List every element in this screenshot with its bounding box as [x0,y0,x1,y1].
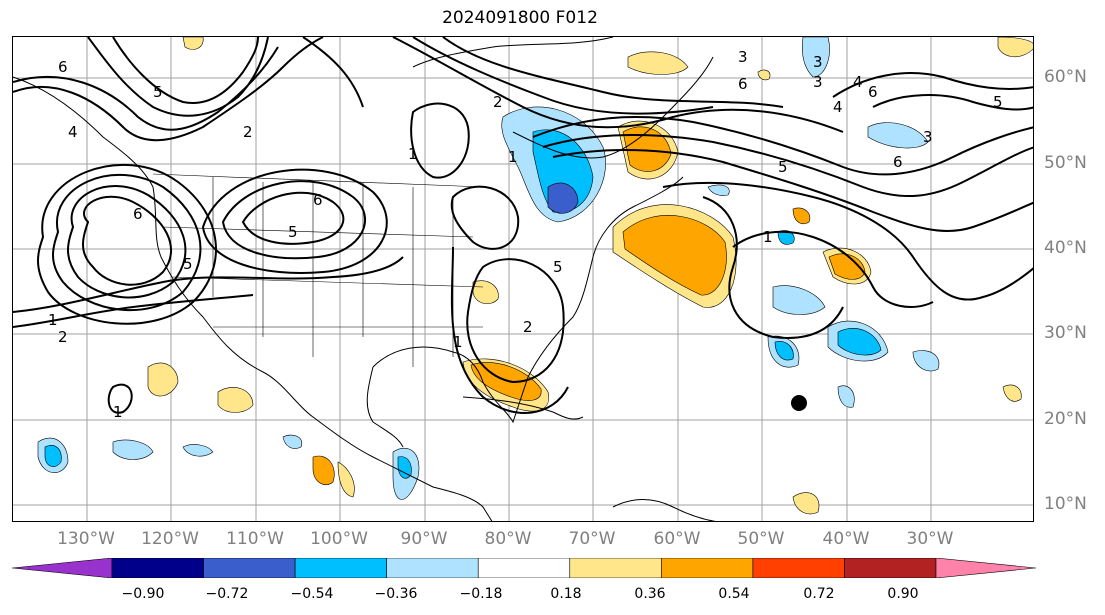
contour-labels: 1 2 6 5 4 2 6 5 6 1 2 1 5 3 4 6 5 6 3 4 … [48,48,1003,421]
lon-label: 130°W [57,529,115,549]
anomaly-shading [37,37,1033,515]
contour-label: 6 [133,205,143,223]
map-title: 2024091800 F012 [442,8,598,28]
contour-label: 2 [523,318,533,336]
contour-label: 1 [508,148,518,166]
contour-label: 1 [113,403,123,421]
contour-label: 2 [493,93,503,111]
colorbar-segment [203,558,296,578]
colorbar-tick-label: −0.18 [459,586,503,602]
map-svg: 1 2 6 5 4 2 6 5 6 1 2 1 5 3 4 6 5 6 3 4 … [13,37,1033,521]
lon-label: 50°W [737,529,785,549]
colorbar-segment [661,558,754,578]
contour-label: 5 [778,158,788,176]
height-contours [13,37,1033,414]
colorbar-tick-label: 0.90 [887,586,919,602]
contour-label: 4 [833,98,843,116]
lon-label: 120°W [141,529,199,549]
colorbar-segment [752,558,845,578]
contour-label: 3 [923,128,933,146]
contour-label: 6 [868,83,878,101]
colorbar-tick-label: 0.18 [550,586,582,602]
contour-label: 2 [58,328,68,346]
colorbar-segment [111,558,204,578]
contour-label: 2 [243,123,253,141]
contour-label: 5 [153,83,163,101]
map-panel: 1 2 6 5 4 2 6 5 6 1 2 1 5 3 4 6 5 6 3 4 … [12,36,1034,522]
contour-label: 4 [68,123,78,141]
lat-label: 10°N [1044,494,1087,514]
colorbar-segment [844,558,937,578]
lon-label: 110°W [226,529,284,549]
colorbar-segment [294,558,387,578]
colorbar-segment [477,558,571,578]
contour-label: 4 [853,73,863,91]
lon-label: 100°W [310,529,368,549]
colorbar-segment [569,558,662,578]
colorbar-tick-label: 0.36 [634,586,666,602]
contour-label: 3 [813,73,823,91]
contour-label: 6 [738,75,748,93]
contour-label: 5 [183,255,193,273]
lat-label: 30°N [1044,323,1087,343]
lon-label: 40°W [822,529,870,549]
contour-label: 1 [453,333,463,351]
contour-label: 6 [313,191,323,209]
lon-label: 70°W [568,529,616,549]
colorbar-tick-label: −0.72 [205,586,249,602]
colorbar-tick-label: 0.72 [803,586,835,602]
contour-label: 6 [893,153,903,171]
contour-label: 3 [738,48,748,66]
contour-label: 6 [58,58,68,76]
lat-label: 20°N [1044,409,1087,429]
colorbar-segment [935,558,1036,578]
colorbar [12,558,1036,578]
lat-label: 40°N [1044,238,1087,258]
colorbar-tick-label: 0.54 [718,586,750,602]
contour-label: 5 [553,258,563,276]
contour-label: 1 [48,311,58,329]
lon-label: 90°W [400,529,448,549]
lon-label: 30°W [906,529,954,549]
contour-label: 5 [993,93,1003,111]
contour-label: 3 [813,53,823,71]
lon-label: 80°W [484,529,532,549]
colorbar-tick-label: −0.54 [290,586,334,602]
colorbar-tick-label: −0.90 [121,586,165,602]
colorbar-segment [386,558,479,578]
contour-label: 5 [288,223,298,241]
colorbar-tick-label: −0.36 [374,586,418,602]
colorbar-segment [12,558,113,578]
lat-label: 60°N [1044,67,1087,87]
lat-label: 50°N [1044,153,1087,173]
lon-label: 60°W [653,529,701,549]
contour-label: 1 [763,228,773,246]
contour-label: 1 [408,145,418,163]
storm-marker [791,395,807,411]
